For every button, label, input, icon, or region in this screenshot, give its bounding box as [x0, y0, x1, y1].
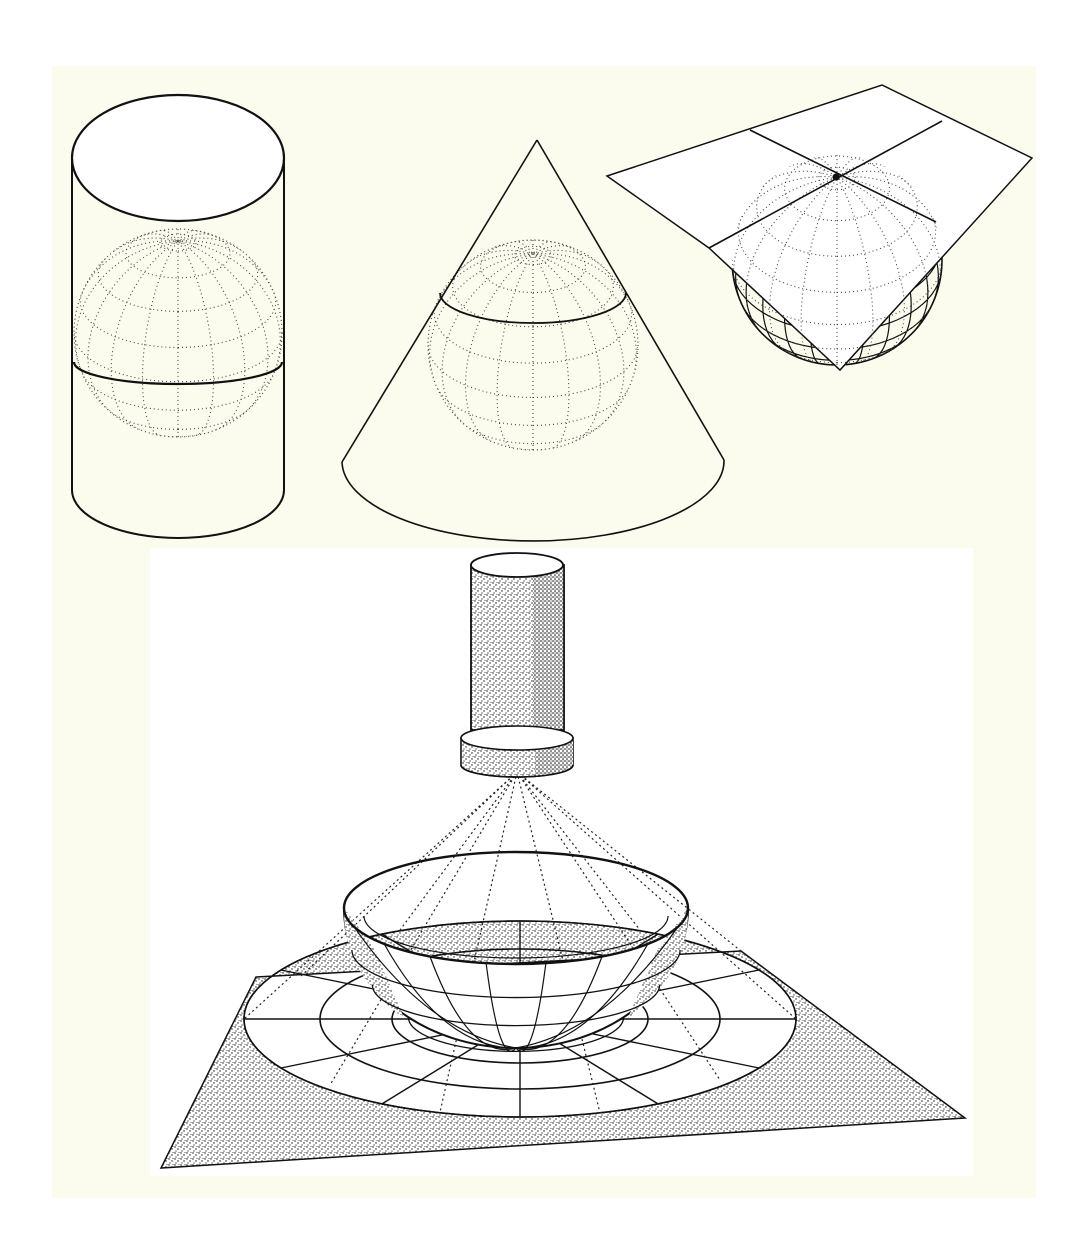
meridian-line [733, 176, 838, 286]
meridian-line [532, 253, 570, 449]
plane-spoke [280, 1029, 467, 1069]
cylinder-tangent-line [72, 361, 284, 386]
plane-spoke [381, 1037, 490, 1105]
light-source-lamp [460, 552, 574, 778]
cone-base-arc [341, 459, 725, 542]
cone-globe-outline [427, 239, 639, 451]
lamp-collar-bottom [460, 764, 574, 778]
parallel-line [437, 388, 629, 426]
azimuthal-projection-illustration [605, 84, 1034, 372]
hemisphere [342, 850, 690, 1053]
hemisphere-meridian [383, 943, 517, 1049]
light-projection-illustration [159, 552, 968, 1169]
hemisphere-parallel [371, 984, 661, 1027]
meridian-line [177, 233, 217, 242]
cone-left-edge [341, 139, 538, 463]
parallel-line [737, 215, 937, 293]
meridian-line [532, 253, 602, 441]
meridian-line [496, 253, 534, 449]
parallel-line [741, 303, 933, 350]
light-ray [516, 771, 601, 1114]
hemisphere-shade-right [628, 908, 689, 1018]
parallel-line [125, 229, 231, 279]
parallel-line [818, 166, 856, 191]
meridian-line [177, 240, 269, 416]
parallel-line [452, 266, 614, 328]
light-ray [439, 771, 518, 1113]
cylinder-globe-outline [73, 228, 283, 438]
parallel-line [783, 155, 891, 222]
meridian-line [177, 229, 196, 242]
azimuthal-plane-divider-b [708, 120, 943, 249]
parallel-line [479, 240, 587, 294]
hemisphere-meridian [353, 926, 517, 1049]
hemisphere-meridian [485, 963, 517, 1052]
lamp-tube-top [470, 552, 564, 578]
meridian-line [836, 170, 912, 187]
light-ray [516, 771, 797, 1020]
hemisphere-rim [342, 850, 690, 966]
meridian-line [532, 253, 625, 424]
hemisphere-meridian [429, 956, 517, 1050]
parallel-line [756, 174, 918, 257]
cone-globe-graticule [428, 240, 638, 450]
cylinder-globe-graticule [74, 229, 282, 437]
light-ray [243, 771, 518, 1020]
light-ray [516, 771, 721, 1081]
meridian-line [532, 245, 572, 255]
parallel-line [159, 233, 197, 252]
meridian-line [836, 163, 885, 178]
plane-spoke [550, 1037, 659, 1105]
meridian-line [177, 240, 246, 431]
cylinder-bottom-arc [71, 489, 285, 539]
azimuthal-tangent-point [832, 173, 840, 181]
meridian-line [464, 253, 534, 441]
meridian-line [87, 240, 179, 416]
meridian-line [762, 170, 838, 187]
parallel-line [462, 423, 604, 445]
meridian-line [494, 245, 534, 255]
meridian-line [429, 253, 534, 378]
meridian-line [789, 163, 838, 178]
lamp-collar-top [460, 725, 574, 751]
meridian-line [532, 253, 637, 378]
cylindrical-projection-illustration [70, 93, 286, 539]
meridian-line [836, 156, 861, 178]
parallel-line [79, 293, 277, 349]
hemisphere-parallel [351, 949, 681, 999]
light-rays [243, 771, 797, 1114]
hemisphere-meridian [515, 956, 603, 1050]
parallel-line [433, 305, 633, 364]
meridian-line [177, 240, 275, 294]
cone-right-edge [536, 139, 725, 461]
cone-tangent-line [439, 292, 627, 324]
light-ray [329, 771, 518, 1086]
lamp-tube-shadow [533, 565, 564, 730]
parallel-line [514, 245, 552, 266]
meridian-line [836, 176, 941, 286]
hemisphere-shade-left [343, 908, 404, 1018]
meridian-line [139, 233, 179, 242]
azimuthal-plane-divider-a [749, 129, 937, 223]
hemisphere-meridian [515, 963, 547, 1052]
hemisphere-inner-rim [363, 915, 669, 959]
meridian-line [81, 240, 179, 294]
azimuthal-plane [605, 84, 1034, 372]
meridian-line [160, 229, 179, 242]
hemisphere-meridian [515, 926, 679, 1049]
parallel-line [81, 372, 275, 411]
meridian-line [532, 249, 604, 267]
conic-projection-illustration [341, 139, 725, 542]
parallel-line [428, 344, 638, 399]
cylinder-top-ellipse [70, 93, 286, 223]
meridian-line [110, 240, 179, 431]
meridian-line [441, 253, 534, 424]
light-ray [516, 771, 641, 931]
hemisphere-parallel [407, 1017, 625, 1053]
parallel-line [74, 332, 282, 383]
meridian-line [462, 249, 534, 267]
hemisphere-meridian [515, 943, 649, 1049]
